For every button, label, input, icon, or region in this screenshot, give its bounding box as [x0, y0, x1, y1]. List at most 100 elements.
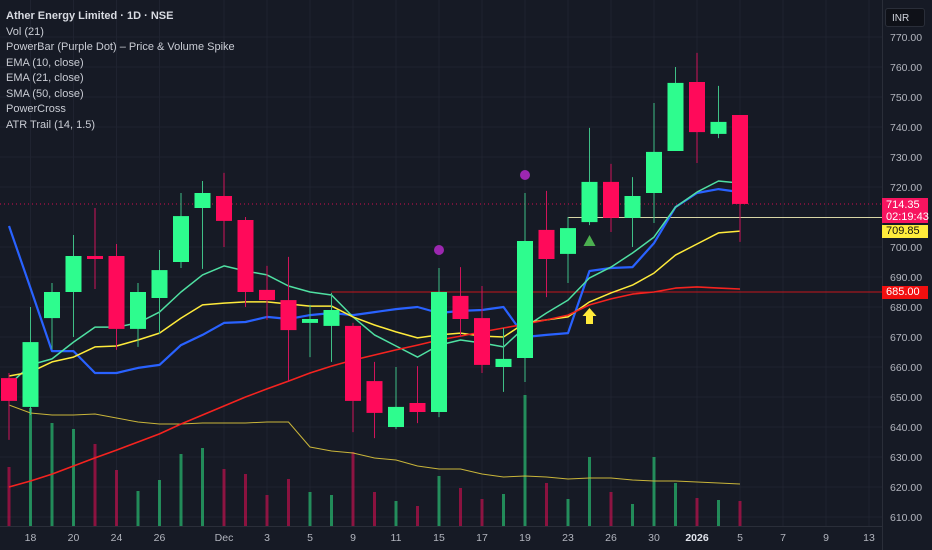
candle[interactable]	[302, 304, 318, 358]
candle[interactable]	[581, 127, 598, 226]
candle-body	[323, 310, 340, 326]
price-tick-label: 650.00	[890, 392, 922, 404]
candle-body	[689, 82, 705, 133]
volume-bar	[7, 467, 11, 526]
currency-button[interactable]: INR	[885, 8, 925, 27]
candle-body	[194, 193, 211, 208]
volume-bar	[201, 448, 204, 526]
legend-volume[interactable]: Vol (21)	[6, 25, 44, 38]
time-tick-label: 17	[476, 532, 488, 544]
volume-bar	[631, 504, 634, 526]
legend-powercross[interactable]: PowerCross	[6, 103, 66, 115]
candle[interactable]	[22, 307, 39, 415]
volume-bar	[308, 492, 312, 526]
volume-bar	[29, 408, 32, 526]
candle[interactable]	[173, 193, 189, 268]
candle-body	[65, 256, 82, 292]
buy-arrow-icon	[582, 308, 597, 324]
legend-powerbar[interactable]: PowerBar (Purple Dot) – Price & Volume S…	[6, 41, 235, 53]
candle[interactable]	[732, 115, 748, 242]
candle[interactable]	[646, 103, 662, 223]
candle[interactable]	[366, 361, 383, 439]
candle[interactable]	[431, 268, 447, 418]
powerbar-dot-icon	[434, 245, 444, 255]
time-tick-label: 3	[264, 532, 270, 544]
bar-countdown: 02:19:43	[886, 211, 929, 223]
candle[interactable]	[560, 217, 576, 283]
candle[interactable]	[194, 181, 211, 269]
volume-bar	[115, 470, 118, 526]
candle[interactable]	[44, 283, 60, 349]
candle[interactable]	[65, 235, 82, 337]
legend-atr-trail[interactable]: ATR Trail (14, 1.5)	[6, 118, 96, 131]
time-tick-label: 26	[154, 532, 166, 544]
candle[interactable]	[409, 366, 426, 424]
volume-bar	[717, 500, 720, 526]
volume-bar	[394, 501, 398, 526]
candle-body	[581, 181, 598, 223]
candle-body	[710, 121, 727, 134]
candle[interactable]	[259, 265, 275, 320]
volume-bar	[136, 491, 140, 526]
price-tick-label: 730.00	[890, 152, 922, 164]
candle-body	[345, 325, 361, 401]
symbol-title[interactable]: Ather Energy Limited · 1D · NSE	[6, 10, 174, 22]
candle-body	[603, 181, 619, 218]
candle-body	[646, 151, 662, 193]
candle[interactable]	[624, 177, 641, 247]
candle[interactable]	[1, 373, 17, 440]
price-tick-label: 750.00	[890, 92, 922, 104]
candle[interactable]	[237, 217, 254, 307]
price-tick-label: 620.00	[890, 482, 922, 494]
candle[interactable]	[603, 163, 619, 232]
candle-body	[624, 196, 641, 218]
price-tick-label: 770.00	[890, 32, 922, 44]
candle-body	[216, 196, 232, 221]
volume-bar	[244, 474, 247, 526]
candle[interactable]	[345, 322, 361, 433]
candle[interactable]	[323, 292, 340, 362]
candle-body	[517, 241, 533, 358]
time-tick-label: 23	[562, 532, 574, 544]
volume-bar	[738, 501, 742, 526]
legend-ema21[interactable]: EMA (21, close)	[6, 72, 84, 84]
ma-line-sma50_yellow	[8, 230, 741, 377]
time-tick-label: 15	[433, 532, 445, 544]
volume-bar	[351, 452, 355, 526]
candle-body	[173, 216, 189, 262]
candle[interactable]	[667, 67, 684, 151]
candle[interactable]	[280, 256, 297, 382]
time-tick-label: 20	[68, 532, 80, 544]
candle-body	[87, 256, 103, 259]
candle[interactable]	[151, 250, 168, 334]
time-tick-label: 19	[519, 532, 531, 544]
candle[interactable]	[87, 208, 103, 289]
volume-bar	[523, 395, 527, 526]
volume-bar	[480, 499, 484, 526]
candle[interactable]	[108, 244, 125, 350]
candle-body	[732, 115, 748, 204]
candle[interactable]	[474, 286, 490, 373]
candle-body	[130, 292, 146, 329]
candle[interactable]	[495, 328, 512, 392]
time-tick-label: 9	[823, 532, 829, 544]
candle[interactable]	[517, 193, 533, 382]
legend-ema10[interactable]: EMA (10, close)	[6, 56, 84, 69]
time-tick-label: 26	[605, 532, 617, 544]
price-tick-label: 640.00	[890, 422, 922, 434]
ma-line-ema10	[7, 188, 741, 375]
legend-sma50[interactable]: SMA (50, close)	[6, 87, 84, 100]
candle[interactable]	[452, 267, 469, 337]
volume-bar	[287, 479, 290, 526]
candle[interactable]	[388, 367, 404, 430]
volume-bar	[437, 476, 441, 526]
candle[interactable]	[538, 190, 555, 298]
candle[interactable]	[689, 52, 705, 163]
powerbar-dot-icon	[520, 170, 530, 180]
candle[interactable]	[710, 85, 727, 139]
candle-body	[108, 256, 125, 329]
candle[interactable]	[130, 283, 146, 347]
volume-ma-line	[8, 404, 741, 485]
candle[interactable]	[216, 172, 232, 247]
